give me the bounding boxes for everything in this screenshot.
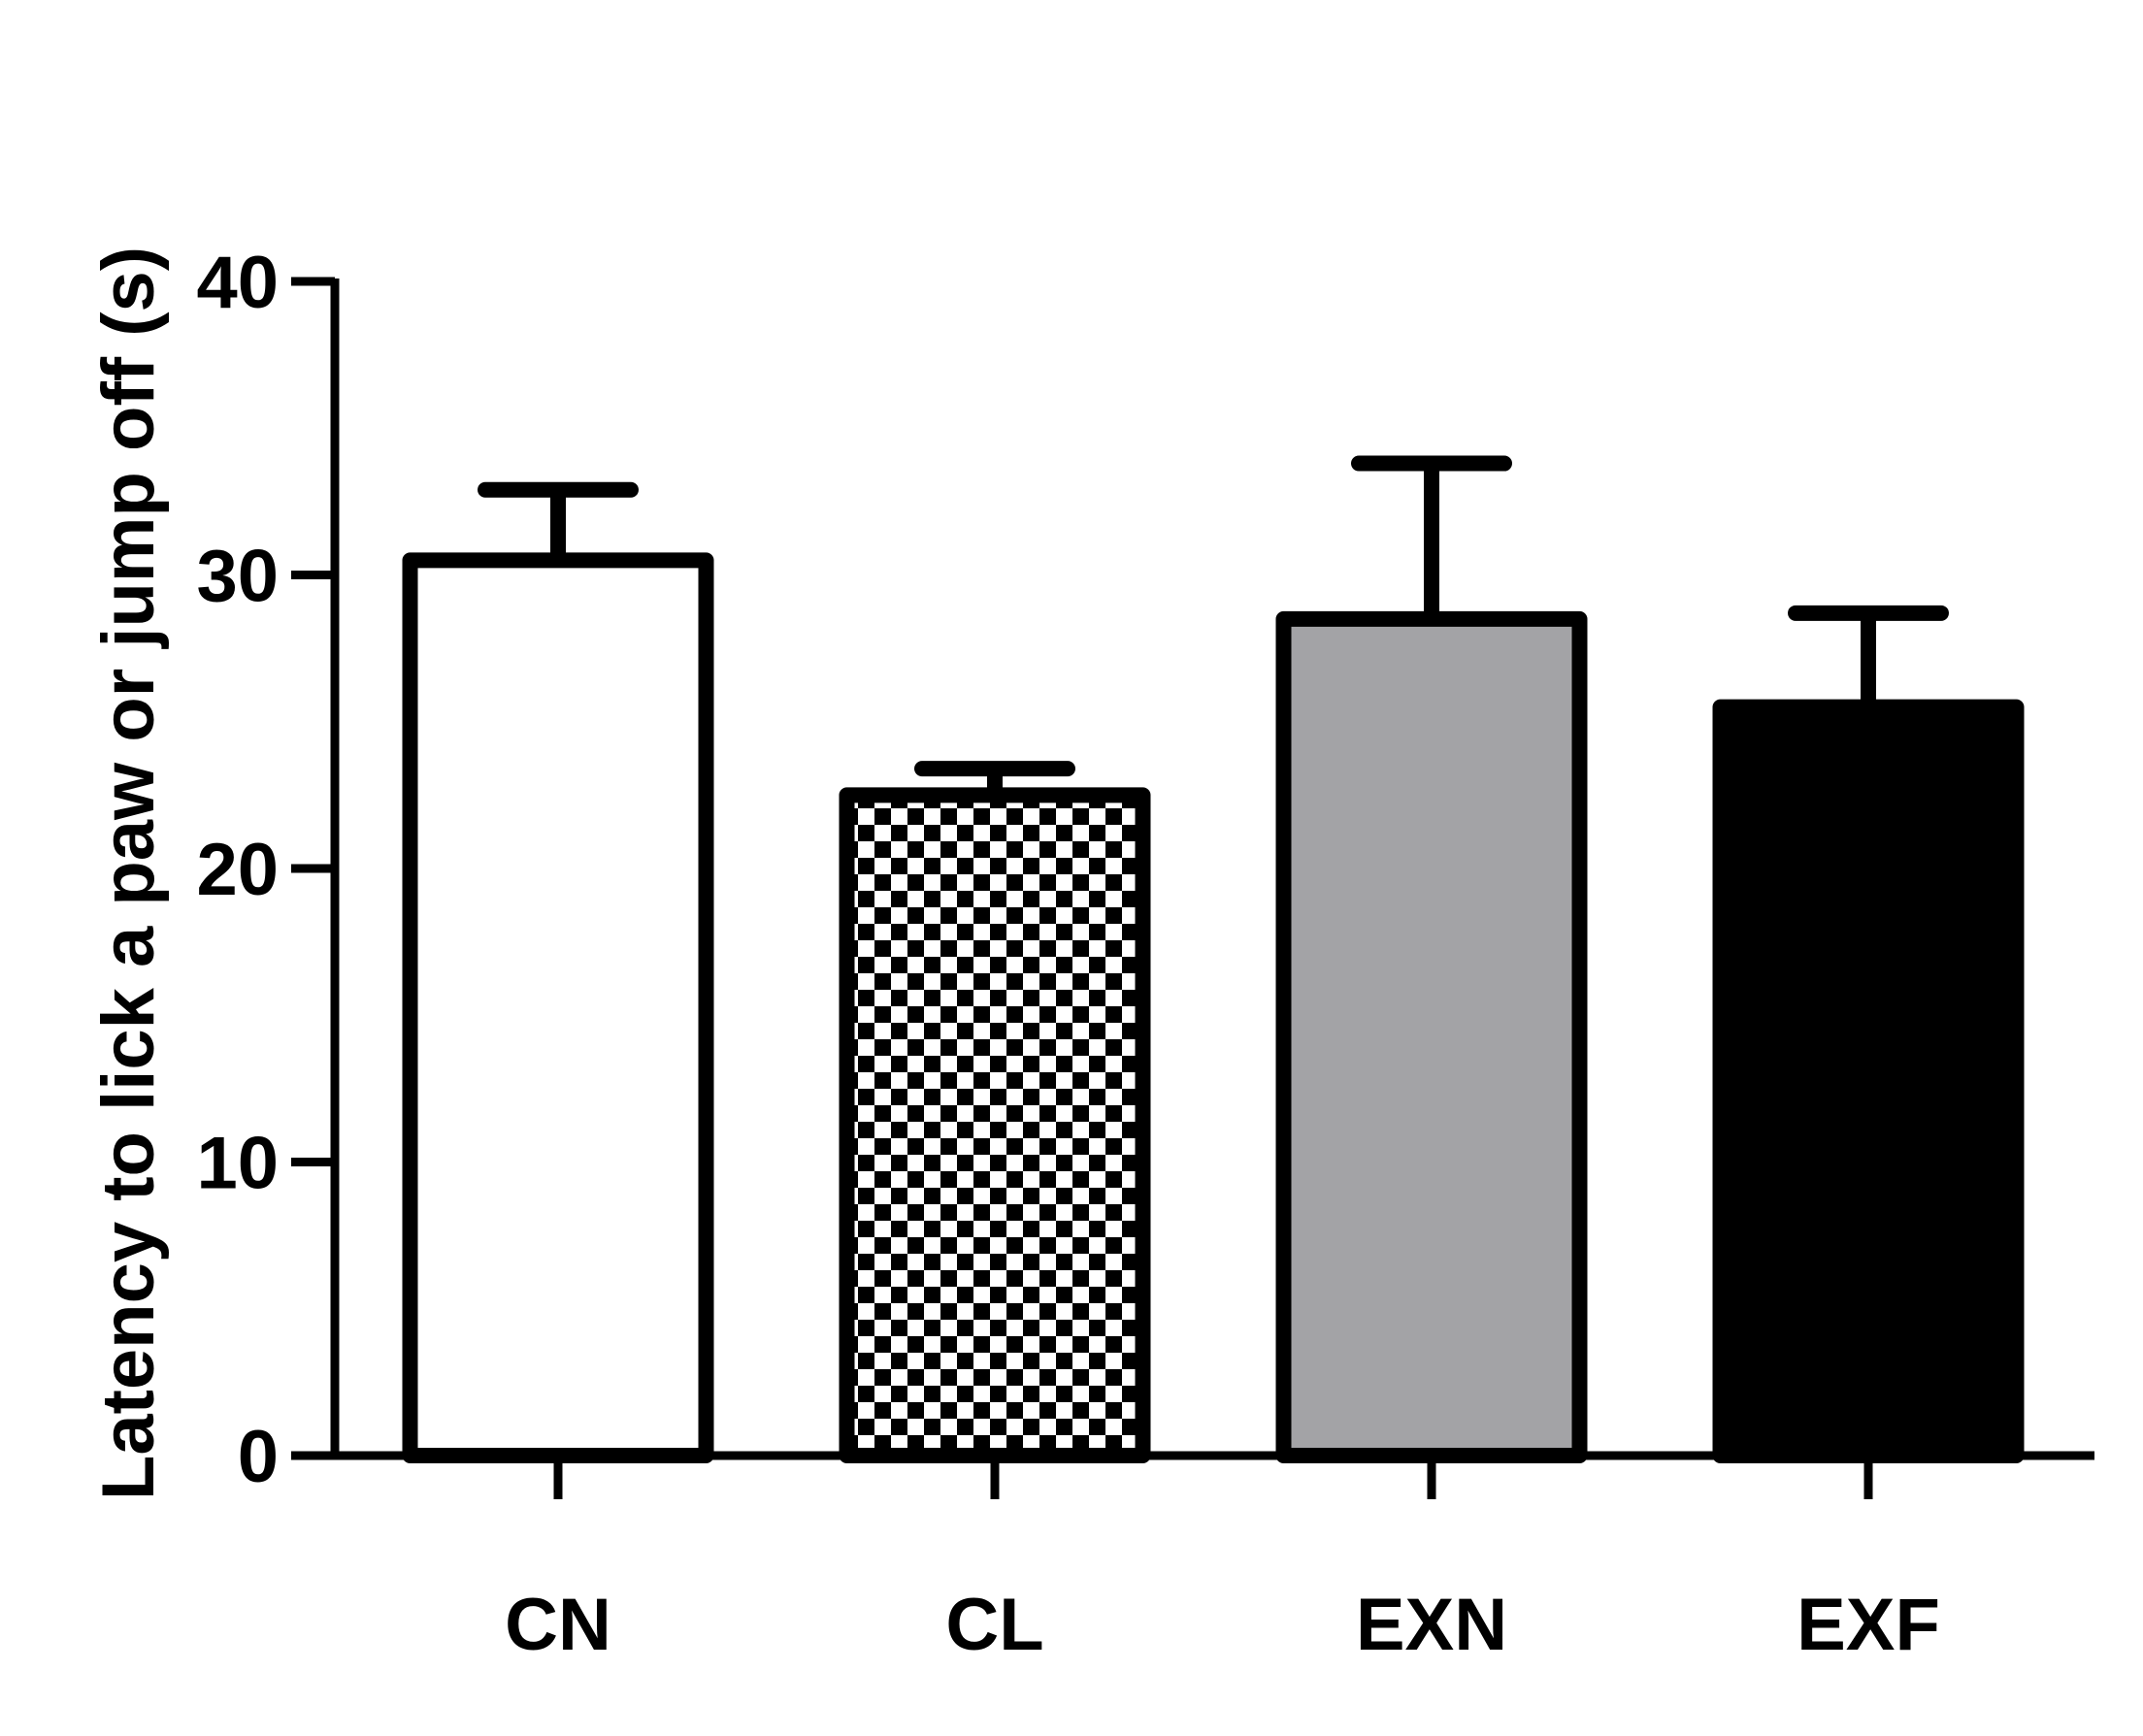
y-axis-label: Latency to lick a paw or jump off (s) (87, 246, 170, 1500)
y-tick-label: 10 (196, 1123, 279, 1205)
bar-exn (1275, 610, 1588, 1463)
x-tick-label-cn: CN (505, 1584, 611, 1666)
bar-cl (839, 787, 1151, 1463)
x-tick-label-cl: CL (945, 1584, 1043, 1666)
bar-exf (1712, 699, 2025, 1463)
y-tick-label: 40 (196, 242, 279, 324)
x-tick-label-exn: EXN (1356, 1584, 1507, 1666)
y-tick-label: 30 (196, 536, 279, 618)
x-tick-label-exf: EXF (1797, 1584, 1940, 1666)
y-tick-label: 20 (196, 829, 279, 911)
bar-cn (402, 552, 714, 1463)
y-tick-label: 0 (238, 1416, 279, 1498)
